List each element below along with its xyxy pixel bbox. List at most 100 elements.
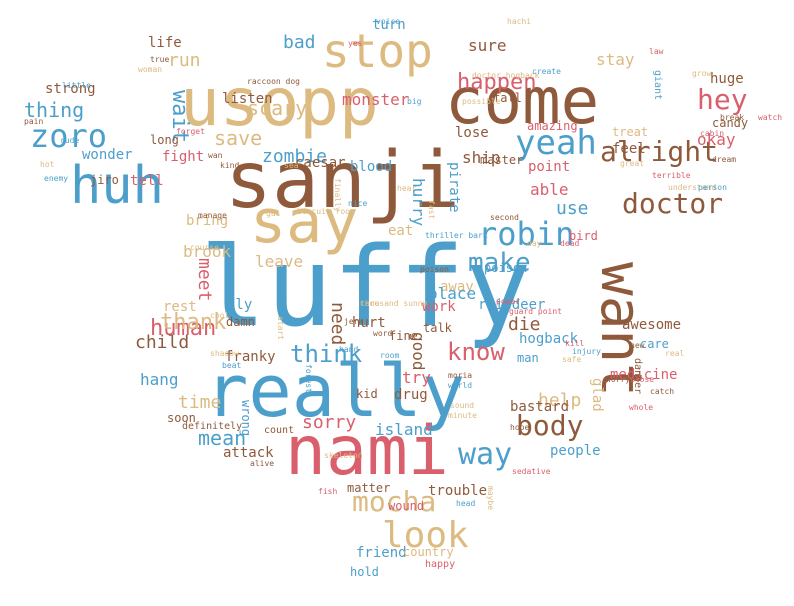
word-mean: mean — [198, 426, 247, 450]
word-time: time — [178, 392, 222, 413]
word-talk: talk — [423, 321, 452, 335]
word-enemy: enemy — [44, 174, 69, 183]
word-fish: fish — [318, 487, 338, 496]
word-medicine: medicine — [610, 367, 678, 383]
word-doctor: doctor — [622, 187, 724, 220]
word-ship: ship — [462, 148, 501, 167]
word-come: come — [445, 65, 600, 139]
word-stop: stop — [322, 24, 433, 78]
word-maybe: maybe — [486, 486, 495, 511]
word-hachi: hachi — [507, 17, 532, 26]
word-alright: alright — [600, 135, 719, 168]
word-meet: meet — [194, 258, 215, 302]
word-trouble: trouble — [428, 483, 488, 499]
word-bird: bird — [569, 229, 598, 243]
word-need: need — [327, 302, 348, 346]
word-country: country — [403, 545, 454, 559]
word-mocha: mocha — [352, 485, 437, 518]
word-definitely: definitely — [182, 421, 243, 432]
word-day: day — [527, 239, 542, 248]
word-fall: fall — [493, 91, 522, 105]
word-hey: hey — [697, 83, 748, 116]
word-skeleton: skeleton — [324, 451, 363, 460]
word-hogback: hogback — [519, 331, 579, 347]
word-alive: alive — [250, 459, 275, 468]
word-amazing: amazing — [527, 119, 578, 133]
word-gas: gas — [266, 209, 281, 218]
word-create: create — [532, 67, 561, 76]
word-sedative: sedative — [512, 467, 551, 476]
word-place: place — [428, 284, 477, 303]
word-brook: brook — [183, 242, 232, 261]
word-scary: scary — [247, 96, 308, 120]
word-point: point — [528, 159, 571, 175]
word-understand: understand — [668, 183, 717, 192]
word-happen: happen — [457, 70, 537, 95]
word-hope: hope — [510, 423, 530, 432]
word-second: second — [490, 213, 519, 222]
word-nice: nice — [348, 199, 368, 208]
word-fine: fine — [389, 329, 418, 343]
word-kill: kill — [565, 339, 585, 348]
word-rest: rest — [163, 299, 197, 315]
word-moria: moria — [448, 371, 473, 380]
word-make: make — [468, 248, 531, 278]
word-away: away — [440, 279, 474, 295]
word-terrible: terrible — [652, 171, 691, 180]
word-nami: nami — [285, 412, 449, 491]
word-luffy: luffy — [200, 223, 532, 351]
word-manage: manage — [198, 211, 227, 220]
word-poison: poison — [420, 265, 449, 274]
word-fight: fight — [162, 149, 205, 165]
word-forget: forget — [176, 127, 205, 136]
word-try: try — [402, 368, 431, 387]
word-say: say — [250, 187, 359, 257]
word-stay: stay — [596, 50, 635, 69]
word-hand: hand — [339, 345, 359, 354]
word-cabin: cabin — [700, 129, 725, 138]
word-good: good — [409, 332, 428, 371]
word-able: able — [530, 180, 569, 199]
word-feel: feel — [612, 141, 646, 157]
word-raccoon-dog: raccoon dog — [247, 77, 300, 86]
word-awesome: awesome — [622, 317, 682, 333]
word-care: care — [360, 299, 380, 308]
word-danger: danger — [632, 358, 643, 395]
word-kid: kid — [356, 387, 378, 401]
word-hurt: hurt — [352, 315, 386, 331]
word-minute: minute — [448, 411, 477, 420]
word-possible: possible — [462, 97, 501, 106]
word-happy: happy — [425, 559, 456, 570]
word-hurry: hurry — [409, 178, 428, 227]
word-forest: forest — [304, 364, 313, 393]
word-worry: worry — [606, 375, 631, 384]
word-blood: blood — [350, 159, 393, 175]
word-new: new — [630, 341, 645, 350]
word-voice: voice — [376, 17, 401, 26]
word-thank: thank — [160, 310, 227, 335]
word-dream: dream — [712, 155, 737, 164]
word-poison: poison — [484, 261, 528, 275]
word-man: man — [517, 351, 539, 365]
word-soon: soon — [167, 411, 196, 425]
word-dead: dead — [560, 239, 580, 248]
word-thriller-bark: thriller bark — [425, 231, 488, 240]
word-hot: hot — [40, 160, 55, 169]
word-huge: huge — [710, 71, 744, 87]
word-sound: sound — [450, 401, 475, 410]
word-run: run — [168, 50, 201, 71]
word-candy: candy — [712, 116, 749, 130]
word-strong: strong — [45, 81, 96, 97]
word-sorry: sorry — [302, 412, 357, 433]
word-pain: pain — [24, 117, 44, 126]
word-wound: wound — [388, 499, 425, 513]
word-zoro: zoro — [30, 117, 108, 155]
word-leave: leave — [255, 252, 304, 271]
word-wonder: wonder — [82, 147, 133, 163]
word-person: person — [698, 183, 727, 192]
word-huh: huh — [70, 156, 164, 216]
word-count: count — [264, 425, 295, 436]
word-life: life — [148, 35, 182, 51]
word-catch: catch — [650, 387, 675, 396]
